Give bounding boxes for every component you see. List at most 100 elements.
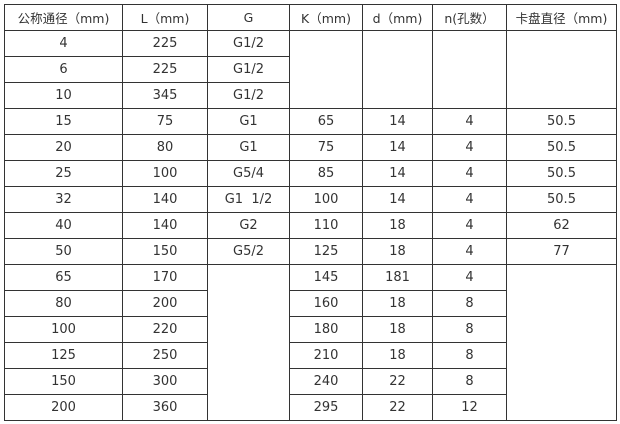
table-cell: 150: [4, 368, 123, 395]
table-cell: 295: [289, 394, 363, 421]
table-cell: 14: [362, 160, 433, 187]
table-cell: 100: [122, 160, 208, 187]
table-cell: 250: [122, 342, 208, 369]
table-cell: 80: [122, 134, 208, 161]
table-row: 200 360 295 22 12: [4, 394, 617, 421]
table-cell: 4: [432, 160, 507, 187]
table-cell: 8: [432, 342, 507, 369]
table-cell: 300: [122, 368, 208, 395]
table-cell: 140: [122, 186, 208, 213]
table-cell: G1/2: [207, 56, 290, 83]
table-cell: 32: [4, 186, 123, 213]
table-cell: G1 1/2: [207, 186, 290, 213]
table-cell: 18: [362, 238, 433, 265]
column-header: d（mm): [362, 4, 433, 31]
table-cell: [506, 264, 617, 421]
table-cell: 80: [4, 290, 123, 317]
table-cell: G1: [207, 134, 290, 161]
table-cell: 4: [4, 30, 123, 57]
table-cell: 8: [432, 290, 507, 317]
table-row: 20 80 G1 75 14 4 50.5: [4, 134, 617, 161]
table-row: 80 200 160 18 8: [4, 290, 617, 317]
table-row: 125 250 210 18 8: [4, 342, 617, 369]
table-cell: 12: [432, 394, 507, 421]
table-cell: 240: [289, 368, 363, 395]
table-cell: 18: [362, 316, 433, 343]
table-cell: 4: [432, 108, 507, 135]
table-row: 32 140 G1 1/2 100 14 4 50.5: [4, 186, 617, 213]
table-cell: 345: [122, 82, 208, 109]
table-row: 65 170 145 181 4: [4, 264, 617, 421]
table-cell: 75: [122, 108, 208, 135]
table-cell: 40: [4, 212, 123, 239]
table-cell: 4: [432, 212, 507, 239]
column-header: 卡盘直径（mm): [506, 4, 617, 31]
table-body: 4 225 G1/2 6 225 G1/2 10 345 G1/2 15 75 G1 65 14 4 50.5…: [4, 30, 617, 421]
column-header: K（mm): [289, 4, 363, 31]
table-cell: 4: [432, 238, 507, 265]
table-cell: [289, 30, 363, 109]
table-cell: 6: [4, 56, 123, 83]
table-cell: 225: [122, 30, 208, 57]
table-cell: [432, 30, 507, 109]
table-cell: [207, 264, 290, 421]
table-cell: 220: [122, 316, 208, 343]
table-cell: 140: [122, 212, 208, 239]
table-cell: 50.5: [506, 134, 617, 161]
table-cell: 210: [289, 342, 363, 369]
header-row: 公称通径（mm) L（mm) G K（mm) d（mm) n(孔数） 卡盘直径（mm): [4, 4, 617, 31]
column-header: 公称通径（mm): [4, 4, 123, 31]
table-cell: G5/4: [207, 160, 290, 187]
table-cell: 200: [4, 394, 123, 421]
column-header: n(孔数）: [432, 4, 507, 31]
table-row: 40 140 G2 110 18 4 62: [4, 212, 617, 239]
table-cell: 18: [362, 290, 433, 317]
column-header: G: [207, 4, 290, 31]
table-cell: 22: [362, 394, 433, 421]
table-cell: 145: [289, 264, 363, 291]
table-cell: 62: [506, 212, 617, 239]
table-cell: 4: [432, 134, 507, 161]
table-row: 4 225 G1/2: [4, 30, 617, 109]
column-header: L（mm): [122, 4, 208, 31]
table-cell: 15: [4, 108, 123, 135]
table-cell: 225: [122, 56, 208, 83]
table-cell: 181: [362, 264, 433, 291]
table-cell: 360: [122, 394, 208, 421]
table-cell: G5/2: [207, 238, 290, 265]
table-cell: 75: [289, 134, 363, 161]
table-cell: 14: [362, 134, 433, 161]
table-cell: 160: [289, 290, 363, 317]
table-row: 25 100 G5/4 85 14 4 50.5: [4, 160, 617, 187]
table-cell: 50.5: [506, 108, 617, 135]
table-cell: 77: [506, 238, 617, 265]
table-cell: 22: [362, 368, 433, 395]
table-cell: 100: [289, 186, 363, 213]
table-cell: 50: [4, 238, 123, 265]
table-cell: 50.5: [506, 186, 617, 213]
table-cell: [362, 30, 433, 109]
table-cell: G2: [207, 212, 290, 239]
table-cell: 8: [432, 316, 507, 343]
table-cell: 20: [4, 134, 123, 161]
table-cell: 18: [362, 212, 433, 239]
table-cell: G1/2: [207, 82, 290, 109]
table-cell: 110: [289, 212, 363, 239]
table-cell: 4: [432, 264, 507, 291]
table-cell: 4: [432, 186, 507, 213]
table-cell: 170: [122, 264, 208, 291]
table-cell: 150: [122, 238, 208, 265]
table-cell: 25: [4, 160, 123, 187]
table-cell: G1/2: [207, 30, 290, 57]
table-cell: 85: [289, 160, 363, 187]
table-cell: 8: [432, 368, 507, 395]
table-row: 6 225 G1/2: [4, 56, 617, 83]
table-cell: 125: [289, 238, 363, 265]
table-row: 15 75 G1 65 14 4 50.5: [4, 108, 617, 135]
table-cell: 200: [122, 290, 208, 317]
table-cell: 14: [362, 186, 433, 213]
table-row: 150 300 240 22 8: [4, 368, 617, 395]
table-cell: [506, 30, 617, 109]
